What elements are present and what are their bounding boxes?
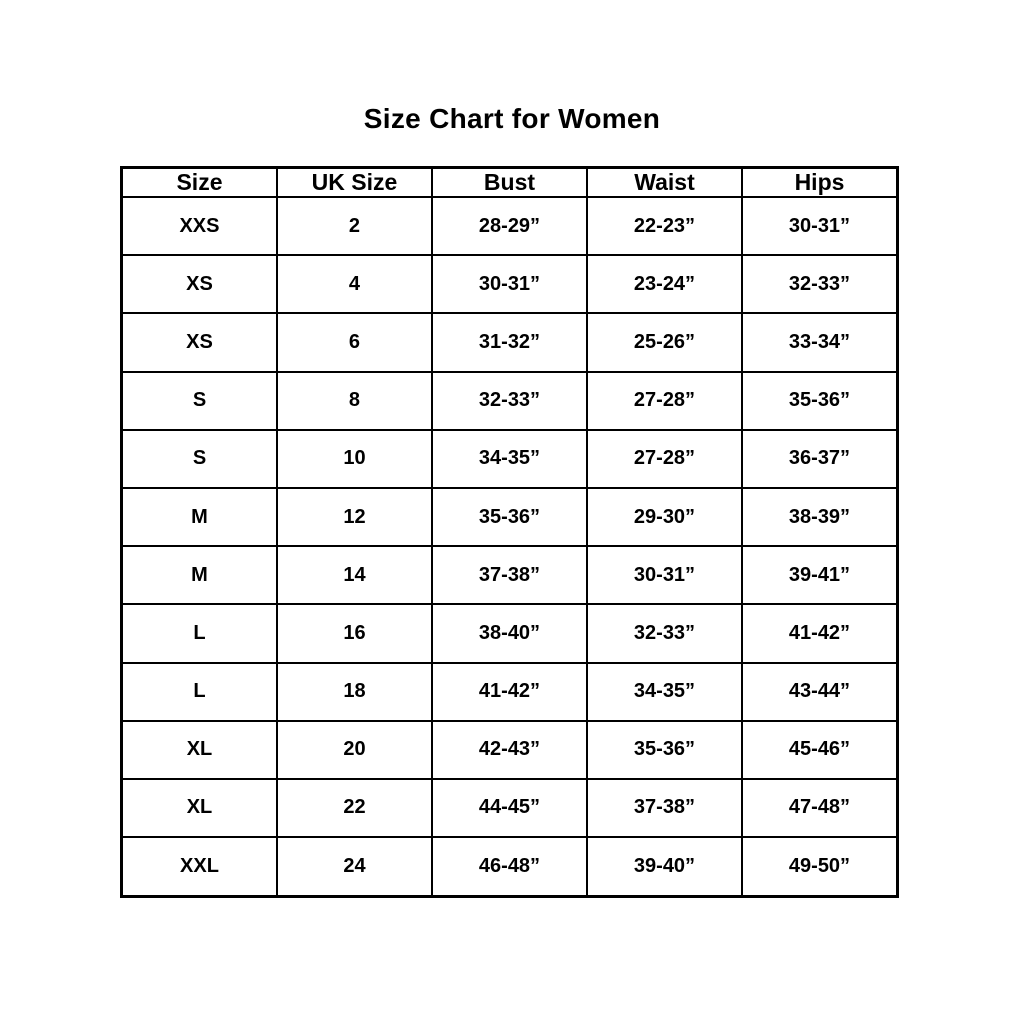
table-row: XXL 24 46-48” 39-40” 49-50” [120, 836, 899, 898]
table-cell: 24 [275, 836, 433, 898]
table-cell: L [120, 603, 278, 664]
table-cell: 33-34” [740, 312, 899, 373]
table-cell: 4 [275, 254, 433, 315]
table-row: XL 22 44-45” 37-38” 47-48” [120, 777, 899, 839]
table-cell: 35-36” [740, 370, 899, 431]
table-cell: 23-24” [585, 254, 743, 315]
table-cell: 34-35” [430, 428, 588, 489]
table-cell: 38-39” [740, 486, 899, 548]
table-cell: 35-36” [585, 719, 743, 780]
table-row: XXS 2 28-29” 22-23” 30-31” [120, 195, 899, 257]
table-cell: 22-23” [585, 195, 743, 257]
table-cell: 39-40” [585, 836, 743, 898]
table-cell: 14 [275, 545, 433, 606]
table-cell: 32-33” [740, 254, 899, 315]
table-cell: 30-31” [430, 254, 588, 315]
table-cell: 43-44” [740, 661, 899, 722]
table-cell: 27-28” [585, 428, 743, 489]
table-row: XS 4 30-31” 23-24” 32-33” [120, 254, 899, 315]
table-cell: 8 [275, 370, 433, 431]
table-cell: XXL [120, 836, 278, 898]
table-body: XXS 2 28-29” 22-23” 30-31” XS 4 30-31” 23-24” 32-… [120, 195, 899, 898]
table-cell: 49-50” [740, 836, 899, 898]
column-header: Size [120, 166, 278, 198]
table-cell: 39-41” [740, 545, 899, 606]
table-cell: L [120, 661, 278, 722]
table-row: L 16 38-40” 32-33” 41-42” [120, 603, 899, 664]
table-cell: 18 [275, 661, 433, 722]
table-header: Size UK Size Bust Waist Hips [120, 166, 899, 198]
table-cell: 47-48” [740, 777, 899, 839]
column-header: Waist [585, 166, 743, 198]
table-cell: 31-32” [430, 312, 588, 373]
table-row: L 18 41-42” 34-35” 43-44” [120, 661, 899, 722]
table-cell: 25-26” [585, 312, 743, 373]
table-row: S 10 34-35” 27-28” 36-37” [120, 428, 899, 489]
table-row: M 14 37-38” 30-31” 39-41” [120, 545, 899, 606]
column-header: Bust [430, 166, 588, 198]
table-row: S 8 32-33” 27-28” 35-36” [120, 370, 899, 431]
table-cell: S [120, 370, 278, 431]
table-cell: 28-29” [430, 195, 588, 257]
table-cell: XS [120, 254, 278, 315]
table-cell: 34-35” [585, 661, 743, 722]
table-cell: 35-36” [430, 486, 588, 548]
table-cell: S [120, 428, 278, 489]
table-cell: XL [120, 719, 278, 780]
table-row: XS 6 31-32” 25-26” 33-34” [120, 312, 899, 373]
table-cell: 41-42” [740, 603, 899, 664]
table-cell: M [120, 486, 278, 548]
table-cell: 29-30” [585, 486, 743, 548]
table-cell: 36-37” [740, 428, 899, 489]
table-cell: 37-38” [430, 545, 588, 606]
table-cell: 30-31” [585, 545, 743, 606]
table-cell: XXS [120, 195, 278, 257]
column-header: Hips [740, 166, 899, 198]
table-cell: 30-31” [740, 195, 899, 257]
table-cell: 2 [275, 195, 433, 257]
table-cell: 16 [275, 603, 433, 664]
table-cell: 12 [275, 486, 433, 548]
table-cell: 27-28” [585, 370, 743, 431]
table-cell: 41-42” [430, 661, 588, 722]
table-cell: 32-33” [585, 603, 743, 664]
size-chart-table: Size UK Size Bust Waist Hips XXS 2 28-29” 22-23… [120, 166, 899, 898]
table-cell: 10 [275, 428, 433, 489]
table-cell: 44-45” [430, 777, 588, 839]
table-cell: 37-38” [585, 777, 743, 839]
table-cell: 46-48” [430, 836, 588, 898]
page-title: Size Chart for Women [363, 103, 661, 134]
table-cell: XS [120, 312, 278, 373]
table-cell: 32-33” [430, 370, 588, 431]
table-cell: XL [120, 777, 278, 839]
table-cell: 22 [275, 777, 433, 839]
table-cell: 20 [275, 719, 433, 780]
column-header: UK Size [275, 166, 433, 198]
table-row: M 12 35-36” 29-30” 38-39” [120, 486, 899, 548]
table-cell: M [120, 545, 278, 606]
table-cell: 42-43” [430, 719, 588, 780]
table-row: XL 20 42-43” 35-36” 45-46” [120, 719, 899, 780]
header-row: Size UK Size Bust Waist Hips [120, 166, 899, 198]
table-cell: 45-46” [740, 719, 899, 780]
table-cell: 6 [275, 312, 433, 373]
table-cell: 38-40” [430, 603, 588, 664]
